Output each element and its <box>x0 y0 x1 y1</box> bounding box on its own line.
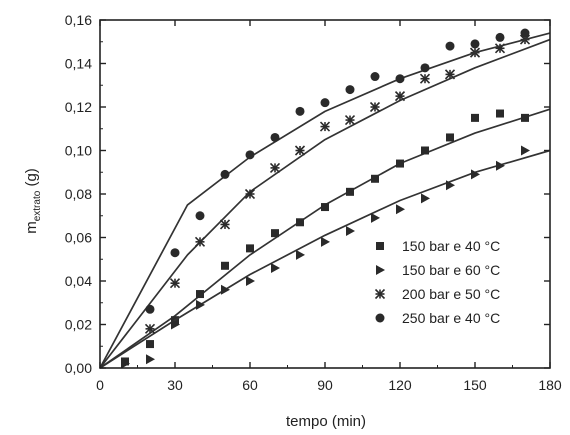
data-point-series-2 <box>296 249 305 260</box>
data-point-series-4 <box>420 63 430 73</box>
data-point-series-2 <box>471 169 480 180</box>
data-point-series-1 <box>396 159 404 168</box>
data-point-series-1 <box>421 146 429 155</box>
data-point-series-2 <box>521 145 530 156</box>
data-point-series-4 <box>445 41 455 51</box>
data-point-series-1 <box>471 113 479 122</box>
x-tick-label: 120 <box>388 377 412 393</box>
data-point-series-3 <box>294 145 306 156</box>
x-tick-label: 90 <box>317 377 333 393</box>
data-point-series-1 <box>296 218 304 227</box>
data-point-series-4 <box>295 106 305 116</box>
legend-marker-4 <box>375 313 385 323</box>
fit-curve-2 <box>99 149 551 369</box>
fit-curve-4 <box>99 32 551 369</box>
data-point-series-4 <box>320 98 330 108</box>
y-tick-label: 0,06 <box>65 230 92 246</box>
data-point-series-4 <box>495 32 505 42</box>
data-point-series-4 <box>470 39 480 49</box>
data-point-series-2 <box>396 204 405 215</box>
y-tick-label: 0,10 <box>65 143 92 159</box>
y-axis-title: mextrato (g) <box>23 168 43 234</box>
data-point-series-2 <box>171 319 180 330</box>
data-point-series-4 <box>195 211 205 221</box>
data-point-series-3 <box>444 69 456 80</box>
data-point-series-1 <box>371 174 379 183</box>
data-point-series-3 <box>144 323 156 334</box>
data-point-series-3 <box>269 162 281 173</box>
data-point-series-3 <box>344 114 356 126</box>
data-point-series-3 <box>244 188 256 200</box>
legend: 150 bar e 40 °C 150 bar e 60 °C 200 bar e … <box>374 238 500 326</box>
y-axis-title-unit: (g) <box>23 168 40 191</box>
data-point-series-2 <box>271 262 280 273</box>
data-point-series-4 <box>145 304 155 314</box>
data-point-series-1 <box>246 244 254 253</box>
x-tick-label: 180 <box>538 377 562 393</box>
data-point-series-3 <box>319 121 331 132</box>
data-point-series-1 <box>321 203 329 212</box>
data-point-series-2 <box>421 193 430 204</box>
data-point-series-2 <box>221 284 230 295</box>
data-point-series-4 <box>345 85 355 95</box>
data-point-series-1 <box>196 290 204 299</box>
data-point-series-1 <box>446 133 454 142</box>
plot-area <box>99 28 551 369</box>
data-point-series-2 <box>371 212 380 223</box>
data-point-series-1 <box>346 187 354 196</box>
x-tick-label: 0 <box>96 377 104 393</box>
data-point-series-4 <box>270 132 280 142</box>
data-point-series-1 <box>496 109 504 118</box>
y-tick-label: 0,04 <box>65 273 92 289</box>
data-point-series-1 <box>221 261 229 270</box>
x-tick-label: 60 <box>242 377 258 393</box>
data-point-series-2 <box>121 358 130 369</box>
data-point-series-4 <box>395 74 405 84</box>
data-point-series-2 <box>246 276 255 286</box>
legend-marker-2 <box>376 265 385 275</box>
data-point-series-3 <box>219 219 231 230</box>
data-point-series-1 <box>146 340 154 349</box>
legend-label-1: 150 bar e 40 °C <box>402 238 500 254</box>
x-tick-label: 150 <box>463 377 487 393</box>
data-point-series-4 <box>245 150 255 160</box>
y-tick-label: 0,14 <box>65 56 92 72</box>
data-point-series-2 <box>196 299 205 310</box>
data-point-series-3 <box>194 236 206 247</box>
data-point-series-4 <box>170 248 180 258</box>
data-point-series-2 <box>446 180 455 191</box>
data-point-series-4 <box>220 169 230 179</box>
y-tick-label: 0,16 <box>65 12 92 28</box>
data-point-series-3 <box>419 73 431 84</box>
y-tick-label: 0,00 <box>65 360 92 376</box>
y-tick-label: 0,12 <box>65 99 92 115</box>
legend-marker-1 <box>376 242 384 250</box>
data-point-series-2 <box>321 236 330 247</box>
axes: 0 30 60 90 120 150 180 0,00 0,02 0,04 0,06 0,08 0,10… <box>65 12 562 393</box>
legend-label-2: 150 bar e 60 °C <box>402 262 500 278</box>
fit-curve-3 <box>99 38 551 369</box>
x-tick-label: 30 <box>167 377 183 393</box>
x-axis-title: tempo (min) <box>286 413 366 430</box>
y-axis-title-subscript: extrato <box>32 190 43 221</box>
y-tick-label: 0,08 <box>65 186 92 202</box>
y-axis-title-main: m <box>23 221 40 234</box>
y-tick-label: 0,02 <box>65 317 92 333</box>
legend-label-3: 200 bar e 50 °C <box>402 286 500 302</box>
data-point-series-3 <box>169 278 181 289</box>
data-point-series-4 <box>520 28 530 38</box>
legend-marker-3 <box>374 288 386 300</box>
data-point-series-2 <box>496 160 505 171</box>
data-point-series-3 <box>369 101 381 113</box>
data-point-series-2 <box>146 354 155 365</box>
data-point-series-2 <box>346 225 355 236</box>
data-point-series-3 <box>394 91 406 102</box>
legend-label-4: 250 bar e 40 °C <box>402 310 500 326</box>
data-point-series-1 <box>271 229 279 238</box>
data-point-series-1 <box>521 113 529 122</box>
data-point-series-4 <box>370 72 380 82</box>
